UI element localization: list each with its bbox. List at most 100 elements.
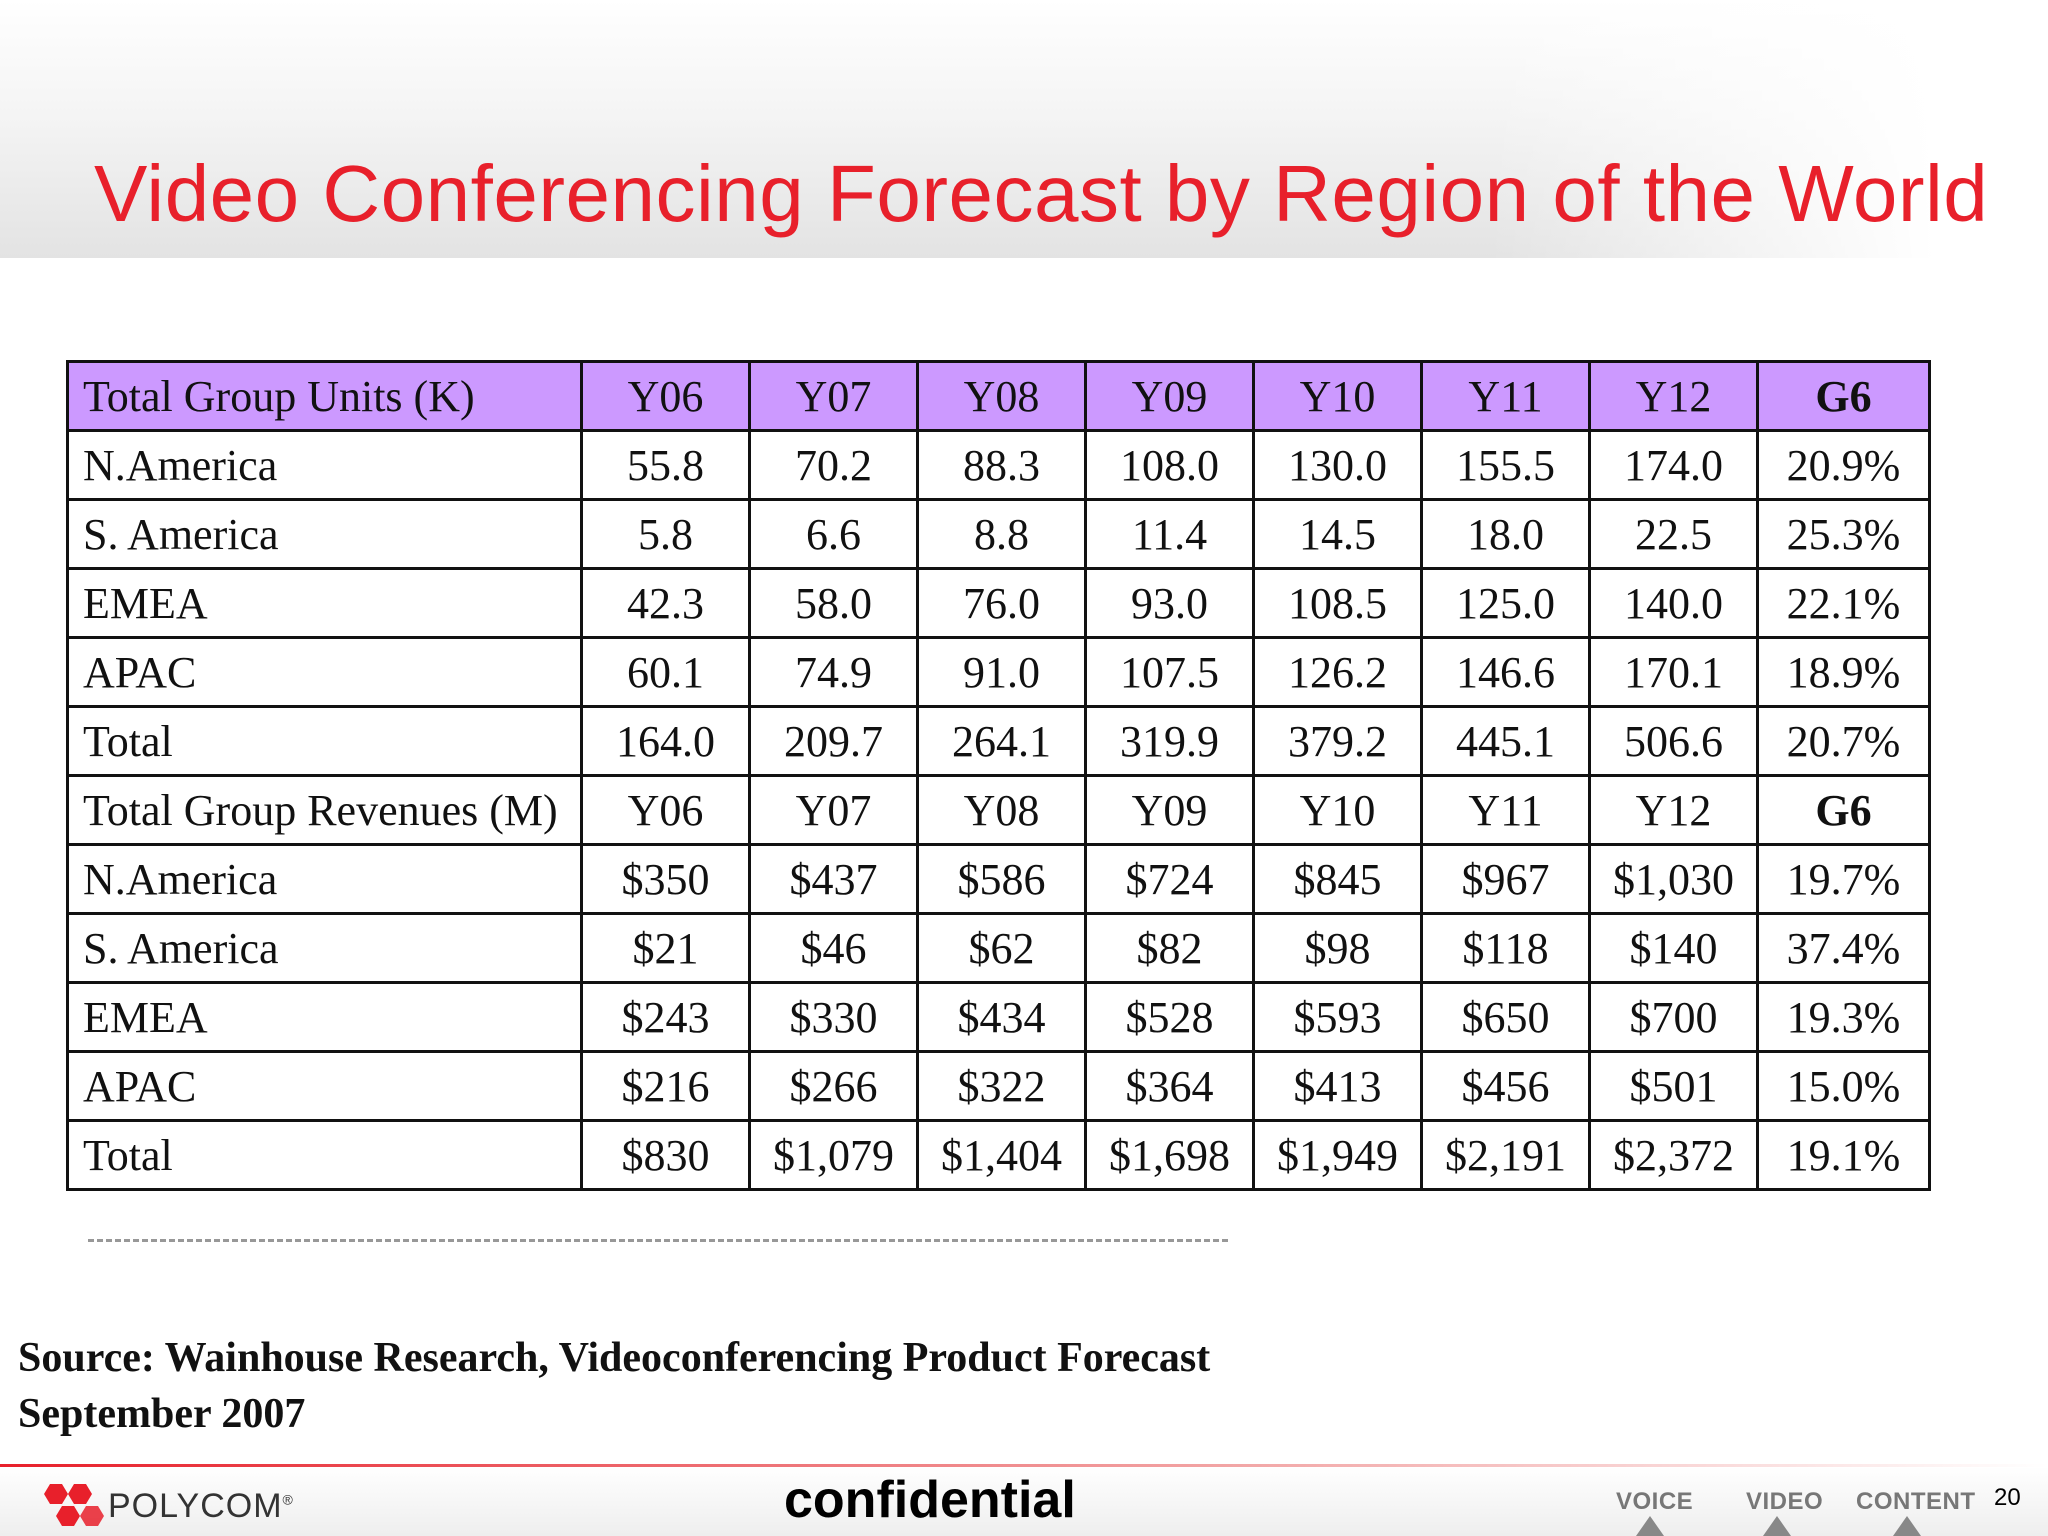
tagline-content: CONTENT (1856, 1488, 1976, 1515)
row-label-cell: APAC (66, 636, 583, 708)
table-cell: 37.4% (1756, 912, 1931, 984)
table-cell: $21 (580, 912, 751, 984)
source-line-2: September 2007 (18, 1391, 306, 1437)
table-cell: 108.5 (1252, 567, 1423, 639)
table-cell: 125.0 (1420, 567, 1591, 639)
table-cell: 22.5 (1588, 498, 1759, 570)
table-cell: $724 (1084, 843, 1255, 915)
table-cell: 379.2 (1252, 705, 1423, 777)
table-cell: $350 (580, 843, 751, 915)
table-cell: $501 (1588, 1050, 1759, 1122)
forecast-table: Total Group Units (K) Y06 Y07 Y08 Y09 Y10 Y11 Y… (66, 360, 1931, 1191)
row-label-cell: EMEA (66, 567, 583, 639)
footer-band (0, 1467, 2048, 1536)
table-cell: $456 (1420, 1050, 1591, 1122)
tagline-voice: VOICE (1616, 1488, 1694, 1515)
table-cell: G6 (1756, 360, 1931, 432)
table-cell: $967 (1420, 843, 1591, 915)
table-cell: $593 (1252, 981, 1423, 1053)
table-cell: $830 (580, 1119, 751, 1191)
table-cell: 88.3 (916, 429, 1087, 501)
table-cell: 140.0 (1588, 567, 1759, 639)
table-cell: 58.0 (748, 567, 919, 639)
table-cell: Y10 (1252, 774, 1423, 846)
table-section-header-row: Total Group Revenues (M) Y06 Y07 Y08 Y09 Y10 Y… (66, 774, 1931, 846)
table-cell: 70.2 (748, 429, 919, 501)
table-cell: $700 (1588, 981, 1759, 1053)
row-label-cell: S. America (66, 912, 583, 984)
row-label-cell: Total Group Revenues (M) (66, 774, 583, 846)
table-header-row: Total Group Units (K) Y06 Y07 Y08 Y09 Y10 Y11 Y… (66, 360, 1931, 432)
table-cell: $216 (580, 1050, 751, 1122)
table-row: N.America 55.8 70.2 88.3 108.0 130.0 155.5 174.… (66, 429, 1931, 501)
polycom-logo-icon (44, 1484, 104, 1526)
table-cell: 174.0 (1588, 429, 1759, 501)
table-cell: $243 (580, 981, 751, 1053)
table-cell: 19.3% (1756, 981, 1931, 1053)
table-cell: $1,030 (1588, 843, 1759, 915)
table-cell: 319.9 (1084, 705, 1255, 777)
table-cell: G6 (1756, 774, 1931, 846)
page-number: 20 (1994, 1484, 2021, 1511)
table-row: Total 164.0 209.7 264.1 319.9 379.2 445.1 506.6… (66, 705, 1931, 777)
table-cell: $2,191 (1420, 1119, 1591, 1191)
table-cell: 60.1 (580, 636, 751, 708)
table-cell: 25.3% (1756, 498, 1931, 570)
table-row: Total $830 $1,079 $1,404 $1,698 $1,949 $2,191 $… (66, 1119, 1931, 1191)
polycom-wordmark: POLYCOM® (108, 1487, 294, 1525)
table-cell: 15.0% (1756, 1050, 1931, 1122)
table-cell: 6.6 (748, 498, 919, 570)
table-cell: 74.9 (748, 636, 919, 708)
table-cell: $437 (748, 843, 919, 915)
table-cell: Y09 (1084, 360, 1255, 432)
table-cell: 5.8 (580, 498, 751, 570)
table-row: S. America 5.8 6.6 8.8 11.4 14.5 18.0 22.5 25.3% (66, 498, 1931, 570)
table-body: Total Group Units (K) Y06 Y07 Y08 Y09 Y10 Y11 Y… (66, 360, 1931, 1191)
table-cell: 170.1 (1588, 636, 1759, 708)
table-row: APAC 60.1 74.9 91.0 107.5 126.2 146.6 170.1 18.9… (66, 636, 1931, 708)
table-cell: 264.1 (916, 705, 1087, 777)
table-cell: $650 (1420, 981, 1591, 1053)
table-cell: $140 (1588, 912, 1759, 984)
table-cell: $1,698 (1084, 1119, 1255, 1191)
table-cell: $434 (916, 981, 1087, 1053)
table-cell: 155.5 (1420, 429, 1591, 501)
voice-arrow-icon (1636, 1516, 1664, 1536)
table-cell: $586 (916, 843, 1087, 915)
table-cell: 209.7 (748, 705, 919, 777)
table-row: N.America $350 $437 $586 $724 $845 $967 $1,030 1… (66, 843, 1931, 915)
table-cell: $2,372 (1588, 1119, 1759, 1191)
table-cell: $845 (1252, 843, 1423, 915)
table-cell: 126.2 (1252, 636, 1423, 708)
row-label-cell: EMEA (66, 981, 583, 1053)
table-cell: Y07 (748, 360, 919, 432)
table-cell: Y09 (1084, 774, 1255, 846)
cut-off-text-line (88, 1239, 1228, 1246)
content-arrow-icon (1893, 1516, 1921, 1536)
table-cell: $1,949 (1252, 1119, 1423, 1191)
table-cell: 19.1% (1756, 1119, 1931, 1191)
table-cell: 8.8 (916, 498, 1087, 570)
table-row: APAC $216 $266 $322 $364 $413 $456 $501 15.0% (66, 1050, 1931, 1122)
table-cell: $528 (1084, 981, 1255, 1053)
table-cell: 91.0 (916, 636, 1087, 708)
table-cell: 19.7% (1756, 843, 1931, 915)
table-cell: $364 (1084, 1050, 1255, 1122)
table-cell: 22.1% (1756, 567, 1931, 639)
table-cell: Y08 (916, 774, 1087, 846)
table-cell: $46 (748, 912, 919, 984)
table-cell: Y10 (1252, 360, 1423, 432)
table-cell: $118 (1420, 912, 1591, 984)
row-label-cell: Total (66, 705, 583, 777)
row-label-cell: N.America (66, 843, 583, 915)
row-label-cell: Total (66, 1119, 583, 1191)
table-cell: Y11 (1420, 774, 1591, 846)
table-cell: 76.0 (916, 567, 1087, 639)
table-cell: $330 (748, 981, 919, 1053)
footer-rule (0, 1464, 2048, 1467)
table-cell: $1,079 (748, 1119, 919, 1191)
table-cell: $266 (748, 1050, 919, 1122)
row-label-cell: Total Group Units (K) (66, 360, 583, 432)
table-cell: 18.0 (1420, 498, 1591, 570)
table-cell: $413 (1252, 1050, 1423, 1122)
